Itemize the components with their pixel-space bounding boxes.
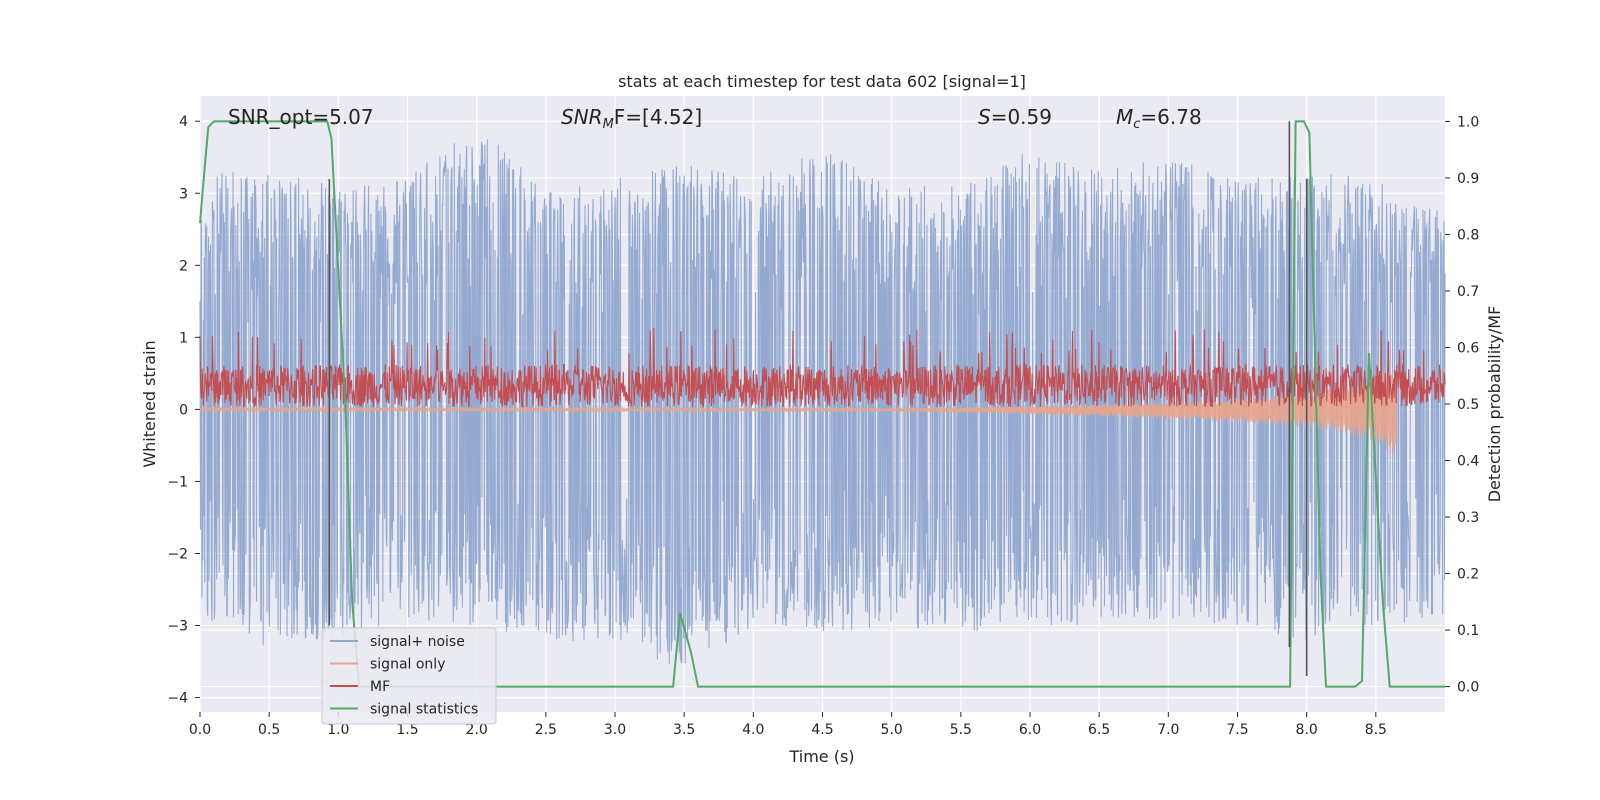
legend-label: signal only <box>370 657 445 673</box>
y-axis-label: Whitened strain <box>140 340 159 467</box>
y2-tick-label: 0.3 <box>1457 510 1479 526</box>
y2-tick-label: 0.2 <box>1457 567 1479 583</box>
x-tick-label: 6.5 <box>1088 722 1110 738</box>
y2-tick-label: 0.0 <box>1457 680 1479 696</box>
x-tick-label: 4.0 <box>742 722 764 738</box>
y2-tick-label: 1.0 <box>1457 114 1479 130</box>
y-axis-right: 1.0 0.9 0.8 0.7 0.6 0.5 0.4 0.3 0.2 0.1 0.0 <box>1445 114 1479 696</box>
annotation-snr-mf-rest: F=[4.52] <box>614 105 702 129</box>
series-mf <box>199 327 1446 409</box>
annotation-s-base: S <box>978 105 991 129</box>
y-tick-label: −1 <box>167 474 188 490</box>
x-tick-label: 3.5 <box>673 722 695 738</box>
legend-label: signal statistics <box>370 702 478 718</box>
y-tick-label: 3 <box>179 186 188 202</box>
y2-tick-label: 0.9 <box>1457 171 1479 187</box>
annotation-mc: Mc=6.78 <box>1116 105 1202 132</box>
legend-label: MF <box>370 679 390 695</box>
y-tick-label: −2 <box>167 546 188 562</box>
x-tick-label: 8.5 <box>1365 722 1387 738</box>
x-tick-label: 4.5 <box>811 722 833 738</box>
y2-tick-label: 0.5 <box>1457 397 1479 413</box>
x-tick-label: 0.5 <box>258 722 280 738</box>
y2-tick-label: 0.6 <box>1457 340 1479 356</box>
x-tick-label: 1.5 <box>396 722 418 738</box>
series-signal-noise <box>199 139 1446 665</box>
y2-tick-label: 0.4 <box>1457 454 1479 470</box>
chart-title: stats at each timestep for test data 602… <box>618 72 1026 91</box>
signal-only-line <box>199 370 1398 454</box>
x-tick-label: 1.0 <box>327 722 349 738</box>
x-tick-label: 7.0 <box>1157 722 1179 738</box>
x-tick-label: 3.0 <box>604 722 626 738</box>
y-axis-left: 4 3 2 1 0 −1 −2 −3 −4 <box>167 114 200 707</box>
annotation-snr-opt: SNR_opt=5.07 <box>228 105 374 129</box>
x-tick-label: 0.0 <box>189 722 211 738</box>
x-tick-label: 5.0 <box>881 722 903 738</box>
x-tick-label: 8.0 <box>1296 722 1318 738</box>
annotation-snr-mf-base: SNR <box>561 105 603 129</box>
annotation-snr-mf: SNRMF=[4.52] <box>561 105 702 132</box>
annotation-snr-mf-sub: M <box>603 117 614 132</box>
series-signal-only <box>199 370 1398 454</box>
signal-statistics-line <box>199 120 1445 688</box>
y-tick-label: 4 <box>179 114 188 130</box>
annotation-mc-rest: =6.78 <box>1140 105 1201 129</box>
x-axis-label: Time (s) <box>788 747 854 766</box>
series-layer <box>199 120 1446 688</box>
vertical-markers <box>328 121 1308 676</box>
legend-label: signal+ noise <box>370 634 465 650</box>
x-tick-label: 7.5 <box>1226 722 1248 738</box>
y2-tick-label: 0.1 <box>1457 623 1479 639</box>
y-tick-label: 0 <box>179 402 188 418</box>
mf-line <box>199 327 1446 409</box>
y-tick-label: −3 <box>167 619 188 635</box>
series-signal-statistics <box>199 120 1445 688</box>
annotation-mc-sub: c <box>1133 117 1140 132</box>
annotation-s-rest: =0.59 <box>991 105 1052 129</box>
y2-axis-label: Detection probability/MF <box>1485 306 1504 503</box>
x-tick-label: 2.0 <box>466 722 488 738</box>
annotation-mc-base: M <box>1116 105 1133 129</box>
y-tick-label: 1 <box>179 330 188 346</box>
y2-tick-label: 0.8 <box>1457 227 1479 243</box>
annotation-s: S=0.59 <box>978 105 1052 129</box>
x-tick-label: 2.5 <box>535 722 557 738</box>
signal-noise-line <box>199 139 1446 665</box>
x-tick-label: 5.5 <box>950 722 972 738</box>
y-tick-label: 2 <box>179 258 188 274</box>
legend-box <box>321 627 497 725</box>
y2-tick-label: 0.7 <box>1457 284 1479 300</box>
legend: signal+ noise signal only MF signal statist… <box>321 627 497 725</box>
x-axis: 0.0 0.5 1.0 1.5 2.0 2.5 3.0 3.5 4.0 4.5 5.0 5.5 6.0 6… <box>189 712 1387 738</box>
x-tick-label: 6.0 <box>1019 722 1041 738</box>
y-tick-label: −4 <box>167 691 188 707</box>
